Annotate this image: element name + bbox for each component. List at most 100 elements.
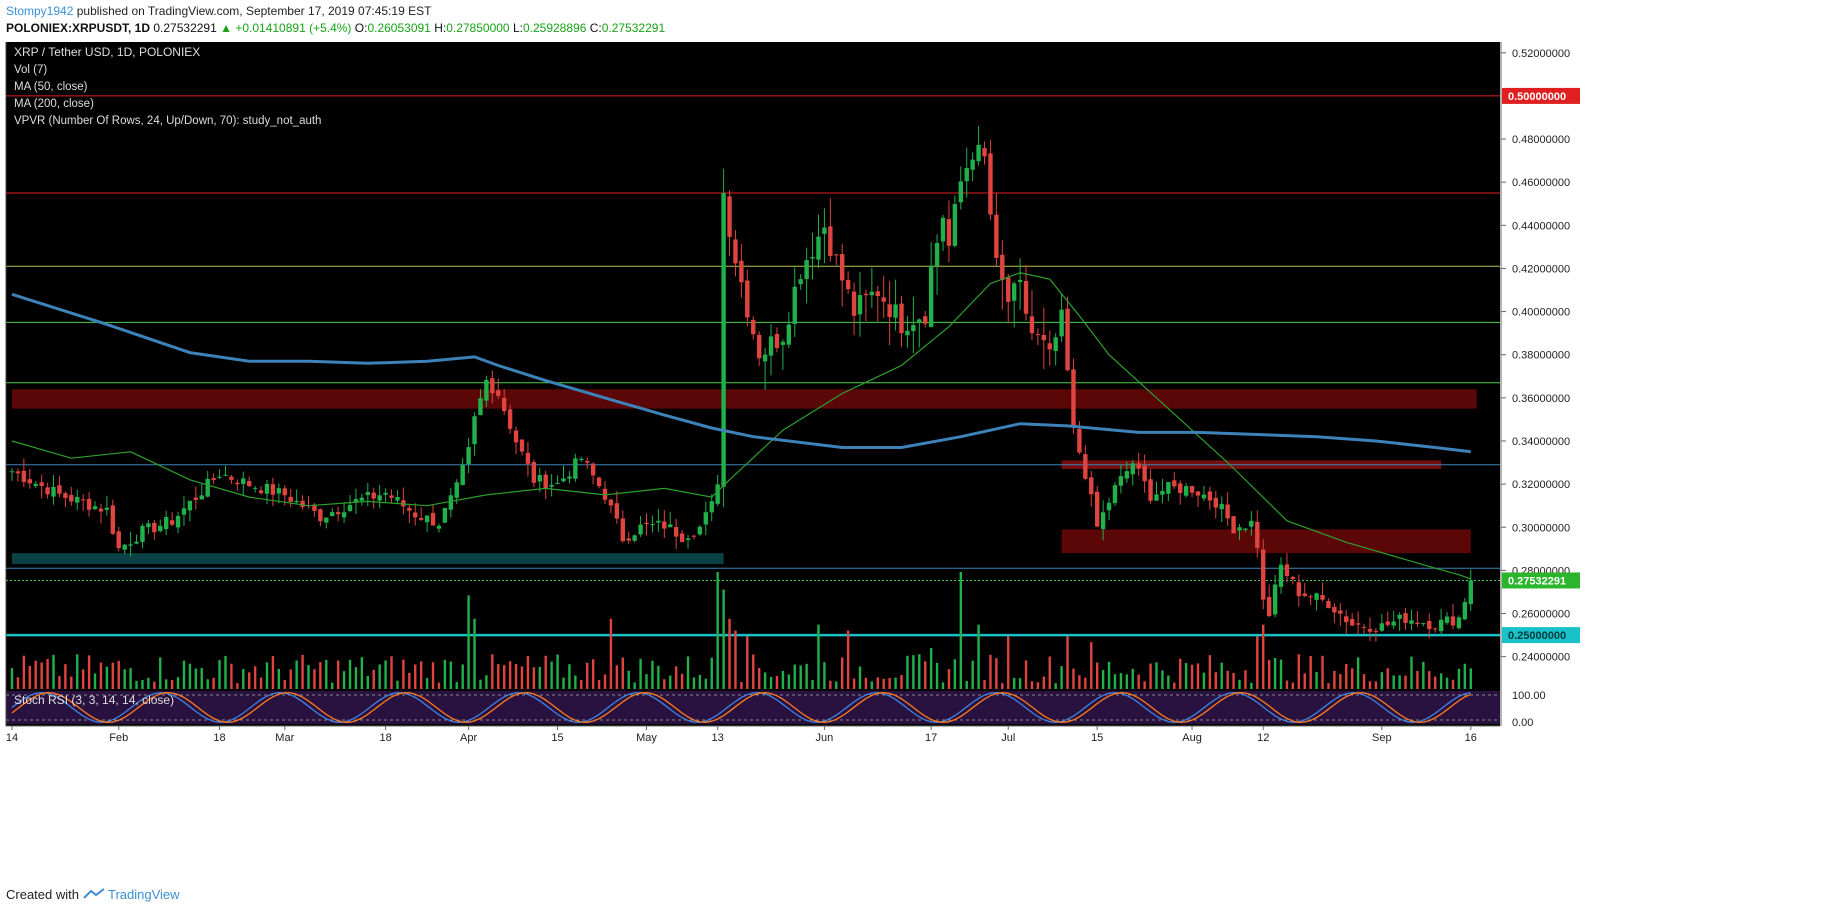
candle-body [478, 398, 483, 416]
legend-item: VPVR (Number Of Rows, 24, Up/Down, 70): … [14, 115, 321, 127]
volume-bar [1179, 658, 1182, 689]
candle-body [840, 254, 845, 281]
time-tick-label: Apr [460, 732, 477, 744]
volume-bar [586, 662, 589, 689]
volume-bar [686, 656, 690, 689]
candle-body [1421, 623, 1426, 625]
volume-bar [1374, 681, 1378, 689]
volume-bar [1398, 675, 1401, 689]
candle-body [893, 304, 898, 318]
volume-bar [1024, 660, 1028, 689]
publish-info: Stompy1942 published on TradingView.com,… [6, 4, 431, 18]
volume-bar [929, 648, 933, 689]
candle-body [1284, 564, 1290, 577]
candle-body [146, 523, 151, 528]
candle-body [1118, 476, 1124, 486]
author-link[interactable]: Stompy1942 [6, 4, 74, 18]
volume-bar [194, 668, 198, 689]
candle-body [804, 260, 809, 280]
candle-body [1462, 602, 1468, 620]
volume-bar [497, 664, 500, 689]
volume-bar [467, 595, 470, 689]
candle-body [1124, 471, 1130, 479]
candle-body [1225, 504, 1230, 519]
candle-body [911, 325, 916, 332]
candle-body [662, 521, 667, 529]
volume-bar [253, 666, 257, 689]
volume-bar [645, 674, 648, 689]
price-axis-bg [1500, 42, 1770, 726]
volume-bar [977, 624, 980, 689]
candle-body [1237, 527, 1242, 531]
tradingview-link[interactable]: TradingView [108, 887, 180, 902]
volume-bar [10, 668, 14, 689]
candle-body [668, 524, 673, 528]
price-tick-label: 0.34000000 [1512, 436, 1570, 448]
candle-body [389, 495, 394, 498]
volume-bar [360, 657, 364, 689]
volume-bar [1113, 674, 1117, 689]
volume-bar [1368, 681, 1372, 689]
volume-bar [22, 655, 26, 689]
candle-body [1243, 528, 1248, 530]
candle-body [905, 330, 910, 336]
candle-body [365, 492, 370, 496]
candle-body [1195, 491, 1201, 496]
volume-bar [550, 661, 553, 689]
volume-bar [1273, 658, 1277, 689]
volume-bar [64, 664, 67, 689]
volume-bar [787, 674, 791, 689]
volume-bar [87, 655, 91, 689]
candle-body [845, 280, 851, 290]
candle-body [75, 496, 80, 503]
volume-bar [1445, 677, 1449, 689]
candle-body [697, 526, 703, 535]
volume-bar [775, 675, 779, 689]
volume-bar [1060, 666, 1063, 689]
open-label: O: [354, 21, 368, 35]
candle-body [21, 470, 27, 483]
volume-bar [28, 665, 31, 689]
candle-body [104, 507, 110, 510]
candle-body [1314, 593, 1319, 600]
volume-bar [331, 682, 334, 689]
candle-body [116, 531, 121, 549]
volume-bar [1267, 660, 1271, 689]
candle-body [917, 319, 922, 323]
price-label-box [1502, 572, 1580, 589]
candle-body [448, 495, 454, 510]
candle-body [780, 341, 786, 345]
price-tick-label: 0.44000000 [1512, 220, 1570, 232]
volume-bar [918, 654, 921, 689]
volume-bar [1309, 655, 1312, 689]
volume-bar [1101, 670, 1105, 689]
candle-body [1456, 617, 1462, 629]
candle-body [608, 499, 614, 506]
volume-bar [1107, 661, 1111, 689]
volume-bar [170, 679, 174, 689]
volume-bar [1184, 663, 1188, 689]
volume-bar [1238, 679, 1241, 689]
volume-bar [520, 666, 524, 689]
candle-body [1450, 616, 1456, 626]
candle-body [691, 535, 697, 537]
candle-body [86, 498, 92, 510]
volume-bar [556, 654, 559, 689]
candle-body [733, 239, 738, 264]
candle-body [264, 483, 270, 494]
volume-bar [99, 662, 103, 689]
volume-bar [746, 636, 749, 689]
volume-bar [544, 655, 547, 689]
candle-body [1403, 613, 1408, 623]
candle-body [341, 512, 347, 518]
price-tick-label: 0.24000000 [1512, 652, 1570, 664]
volume-bar [651, 660, 654, 689]
price-chart[interactable]: Stoch RSI (3, 3, 14, 14, close) XRP / Tet… [0, 42, 1840, 882]
volume-bar [117, 660, 120, 689]
volume-bar [912, 655, 915, 689]
volume-bar [674, 666, 678, 689]
candle-body [57, 485, 62, 494]
candle-body [270, 484, 276, 495]
candle-body [934, 243, 940, 267]
candle-body [501, 397, 507, 412]
